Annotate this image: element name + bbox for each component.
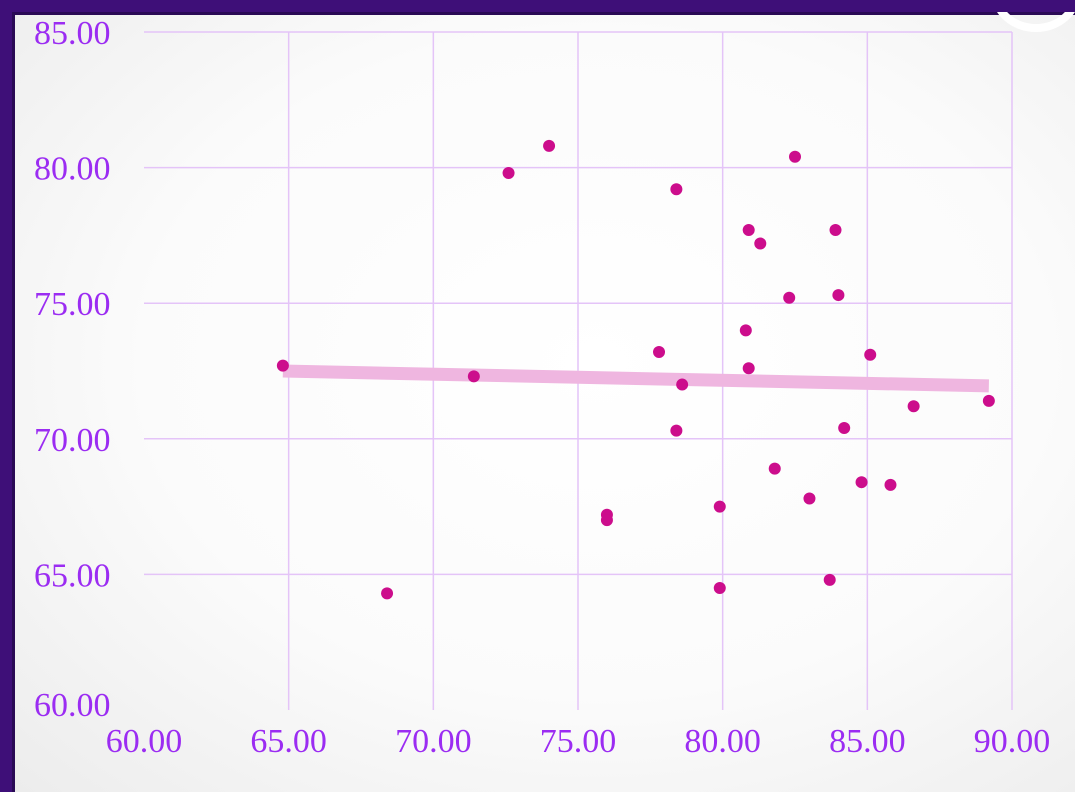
trendline: [282, 364, 989, 393]
y-tick-label: 70.00: [34, 422, 111, 459]
data-point: [543, 139, 556, 152]
data-point: [982, 394, 995, 407]
data-point: [754, 237, 767, 250]
data-point: [713, 581, 726, 594]
data-point: [742, 362, 755, 375]
data-point: [467, 370, 480, 383]
data-point: [855, 476, 868, 489]
data-point: [676, 378, 689, 391]
data-point: [768, 462, 781, 475]
data-point: [381, 587, 394, 600]
data-point: [829, 223, 842, 236]
y-tick-label: 75.00: [34, 286, 111, 323]
data-point: [823, 573, 836, 586]
data-point: [907, 400, 920, 413]
data-point: [670, 424, 683, 437]
data-point: [713, 500, 726, 513]
y-tick-label: 85.00: [34, 15, 111, 52]
data-point: [789, 150, 801, 163]
data-point: [742, 223, 755, 236]
x-axis-ticks: 60.00 65.00 70.00 75.00 80.00 85.00 90.00: [106, 723, 1051, 760]
data-point: [803, 492, 816, 505]
x-tick-label: 65.00: [250, 723, 327, 760]
trendline-layer: [282, 364, 989, 393]
scatter-chart: 60.00 65.00 70.00 75.00 80.00 85.00 90.00 60.0…: [34, 15, 1051, 760]
data-point: [739, 324, 752, 337]
data-points: [276, 139, 995, 600]
x-tick-label: 80.00: [684, 723, 761, 760]
chart-frame: 60.00 65.00 70.00 75.00 80.00 85.00 90.00 60.0…: [12, 12, 1075, 792]
data-point: [884, 478, 897, 491]
y-axis-ticks: 60.00 65.00 70.00 75.00 80.00 85.00: [34, 15, 111, 724]
x-tick-label: 85.00: [829, 723, 906, 760]
y-tick-label: 80.00: [34, 151, 111, 188]
y-tick-label: 60.00: [34, 687, 111, 724]
data-point: [783, 291, 796, 304]
data-point: [864, 348, 877, 361]
data-point: [276, 359, 289, 372]
grid-lines: [144, 31, 1013, 710]
data-point: [832, 289, 845, 302]
data-point: [600, 514, 613, 527]
y-tick-label: 65.00: [34, 557, 111, 594]
data-point: [670, 183, 683, 196]
x-tick-label: 75.00: [540, 723, 617, 760]
data-point: [653, 346, 666, 359]
x-tick-label: 60.00: [106, 723, 183, 760]
x-tick-label: 70.00: [395, 723, 472, 760]
data-point: [838, 421, 851, 434]
data-point: [502, 167, 515, 180]
x-tick-label: 90.00: [974, 723, 1051, 760]
